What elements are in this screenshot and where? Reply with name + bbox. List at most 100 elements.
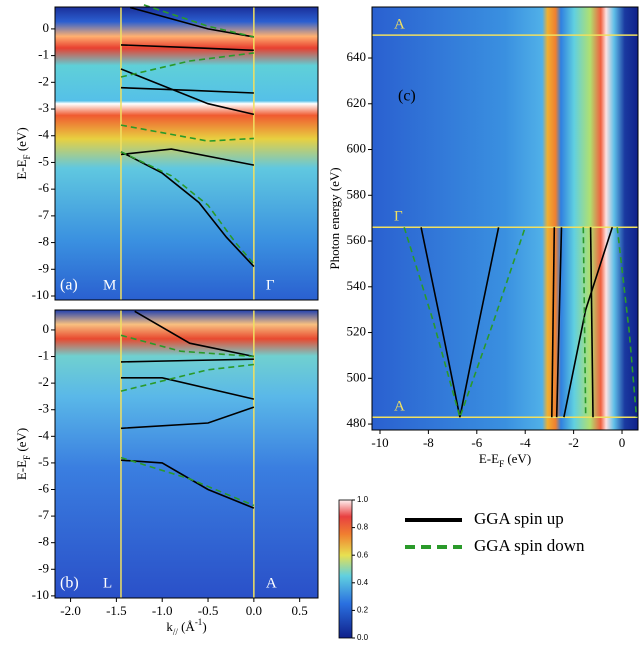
colorbar-tick-label: 0.4 bbox=[357, 578, 369, 587]
plot-frame bbox=[54, 309, 319, 599]
axis-label-part: Photon energy (eV) bbox=[327, 167, 342, 269]
y-tick-label: -1 bbox=[38, 47, 49, 62]
axis-label: E-EF (eV) bbox=[14, 428, 32, 480]
colorbar-tick-label: 0.6 bbox=[357, 550, 369, 559]
y-tick-label: 560 bbox=[347, 232, 367, 247]
y-tick-label: -9 bbox=[38, 260, 49, 275]
colorbar bbox=[338, 499, 353, 639]
symmetry-label: A bbox=[394, 17, 405, 33]
axis-label-part: ) bbox=[202, 619, 206, 634]
axis-label: Photon energy (eV) bbox=[327, 167, 342, 269]
x-tick-label: 0.0 bbox=[246, 603, 262, 618]
y-tick-label: 620 bbox=[347, 95, 367, 110]
axis-label-part: F bbox=[22, 455, 32, 460]
y-tick-label: -6 bbox=[38, 180, 49, 195]
y-tick-label: 580 bbox=[347, 186, 367, 201]
x-tick-label: 0 bbox=[619, 435, 626, 450]
x-tick-label: -0.5 bbox=[198, 603, 219, 618]
y-tick-label: -2 bbox=[38, 374, 49, 389]
x-tick-label: -8 bbox=[423, 435, 434, 450]
band-line bbox=[420, 227, 500, 418]
band-line bbox=[120, 334, 254, 358]
axis-label-part: F bbox=[22, 154, 32, 159]
y-tick-label: -2 bbox=[38, 73, 49, 88]
panel-label: (c) bbox=[398, 88, 416, 105]
band-line bbox=[555, 227, 563, 418]
y-tick-label: 520 bbox=[347, 324, 367, 339]
symmetry-label: A bbox=[266, 575, 277, 591]
y-tick-label: -7 bbox=[38, 507, 49, 522]
panel-label: (a) bbox=[60, 277, 78, 294]
symmetry-label: Γ bbox=[266, 277, 275, 293]
y-tick-label: 0 bbox=[43, 321, 50, 336]
colorbar-tick-label: 1.0 bbox=[357, 495, 369, 504]
x-tick-label: -2 bbox=[568, 435, 579, 450]
y-tick-label: -4 bbox=[38, 127, 49, 142]
axis-label-part: (eV) bbox=[504, 451, 531, 466]
band-line bbox=[120, 406, 255, 430]
x-tick-label: -1.5 bbox=[106, 603, 127, 618]
band-line bbox=[403, 227, 526, 420]
x-tick-label: -1.0 bbox=[152, 603, 173, 618]
axis-label: E-EF (eV) bbox=[14, 127, 32, 179]
band-line bbox=[589, 227, 594, 418]
band-line bbox=[120, 151, 255, 268]
axis-label: E-EF (eV) bbox=[479, 451, 531, 469]
y-tick-label: -3 bbox=[38, 401, 49, 416]
colorbar-tick-label: 0.8 bbox=[357, 523, 369, 532]
y-tick-label: -5 bbox=[38, 454, 49, 469]
axis-label-part: E-E bbox=[14, 460, 29, 480]
y-tick-label: 600 bbox=[347, 141, 367, 156]
symmetry-label: Γ bbox=[394, 209, 403, 225]
x-tick-label: 0.5 bbox=[292, 603, 308, 618]
axis-label: k// (Å-1) bbox=[166, 617, 206, 637]
band-line bbox=[120, 363, 254, 392]
x-tick-label: -6 bbox=[471, 435, 482, 450]
heatmap bbox=[55, 7, 318, 300]
band-line bbox=[120, 68, 255, 116]
legend-label: GGA spin up bbox=[474, 509, 564, 528]
legend-label: GGA spin down bbox=[474, 536, 585, 555]
band-line bbox=[129, 6, 255, 38]
plot-frame bbox=[371, 6, 639, 431]
axis-label-part: -1 bbox=[195, 617, 203, 627]
symmetry-label: M bbox=[103, 277, 116, 293]
x-tick-label: -10 bbox=[371, 435, 388, 450]
axis-label-part: F bbox=[499, 459, 504, 469]
y-tick-label: 500 bbox=[347, 369, 367, 384]
symmetry-label: A bbox=[394, 399, 405, 415]
band-line bbox=[120, 358, 254, 363]
colorbar-tick-label: 0.2 bbox=[357, 606, 369, 615]
y-tick-label: -4 bbox=[38, 427, 49, 442]
band-line bbox=[143, 4, 255, 38]
axis-label-part: (eV) bbox=[14, 428, 29, 455]
y-tick-label: -10 bbox=[32, 587, 49, 602]
band-line bbox=[121, 377, 255, 400]
band-line bbox=[120, 44, 254, 52]
y-tick-label: 480 bbox=[347, 415, 367, 430]
y-tick-label: -6 bbox=[38, 480, 49, 495]
band-line bbox=[582, 227, 587, 418]
y-tick-label: 640 bbox=[347, 49, 367, 64]
y-tick-label: -5 bbox=[38, 153, 49, 168]
band-line bbox=[616, 227, 638, 418]
axis-label-part: (Å bbox=[178, 619, 196, 634]
y-tick-label: -3 bbox=[38, 100, 49, 115]
band-line bbox=[120, 459, 255, 509]
x-tick-label: -2.0 bbox=[60, 603, 81, 618]
y-tick-label: 540 bbox=[347, 278, 367, 293]
axis-label-part: // bbox=[173, 627, 179, 637]
band-line bbox=[120, 52, 255, 78]
y-tick-label: -10 bbox=[32, 287, 49, 302]
axis-label-part: (eV) bbox=[14, 127, 29, 154]
band-line bbox=[120, 151, 255, 265]
panel-label: (b) bbox=[60, 575, 79, 592]
x-tick-label: -4 bbox=[520, 435, 531, 450]
y-tick-label: -9 bbox=[38, 560, 49, 575]
symmetry-label: L bbox=[103, 575, 112, 591]
band-line bbox=[120, 148, 255, 166]
axis-label-part: E-E bbox=[14, 159, 29, 179]
band-line bbox=[134, 310, 255, 358]
y-tick-label: -1 bbox=[38, 348, 49, 363]
